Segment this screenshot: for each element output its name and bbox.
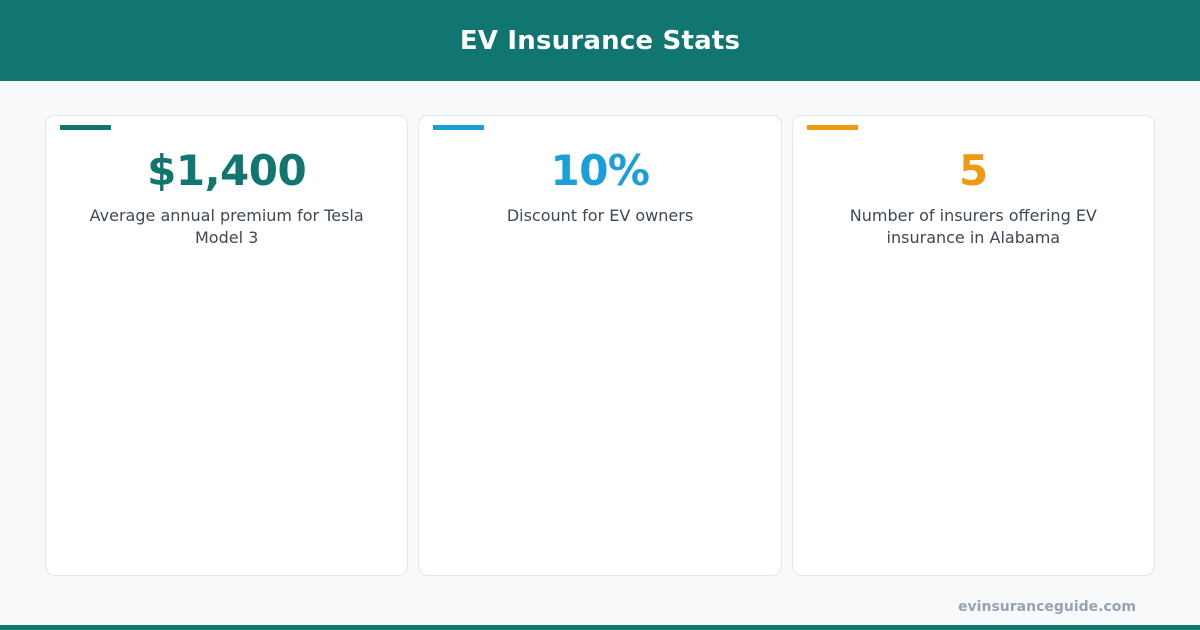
stat-value: $1,400 (147, 146, 307, 195)
stat-description: Average annual premium for Tesla Model 3 (89, 206, 364, 247)
stat-description: Number of insurers offering EV insurance… (849, 206, 1097, 247)
card-accent-bar (433, 125, 485, 130)
site-link[interactable]: evinsuranceguide.com (958, 599, 1136, 615)
stats-cards: $1,400 Average annual premium for Tesla … (45, 115, 1155, 576)
stat-description: Discount for EV owners (506, 206, 694, 225)
bottom-accent-bar (0, 625, 1200, 630)
card-accent-bar (806, 125, 858, 130)
card-accent-bar (60, 125, 111, 130)
stat-value: 10% (550, 146, 650, 195)
header-bar: EV Insurance Stats (0, 0, 1200, 81)
stat-card-discount: 10% Discount for EV owners (418, 115, 782, 576)
stat-card-premium: $1,400 Average annual premium for Tesla … (45, 115, 409, 576)
stat-card-insurers: 5 Number of insurers offering EV insuran… (791, 115, 1155, 576)
stat-value: 5 (958, 146, 988, 195)
page-title: EV Insurance Stats (459, 25, 741, 56)
